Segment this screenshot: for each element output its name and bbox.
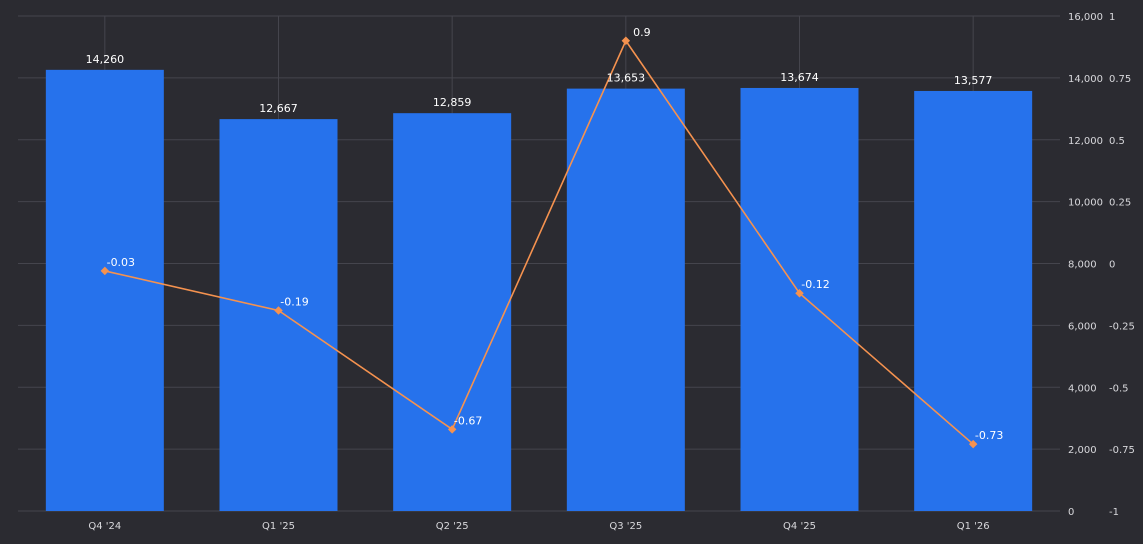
line-value-label: -0.73 [975, 429, 1003, 442]
data-labels: 14,260 12,667 12,859 13,653 13,674 13,577 -0.0… [86, 26, 1004, 442]
grid [18, 15, 1060, 512]
x-tick-label: Q4 '24 [88, 521, 121, 532]
y-left-tick-label: 2,000 [1068, 445, 1097, 456]
y-right-tick-label: 0.25 [1109, 198, 1131, 209]
line-value-label: -0.19 [280, 296, 308, 309]
y-left-tick-label: 16,000 [1068, 12, 1103, 23]
x-tick-label: Q4 '25 [783, 521, 816, 532]
y-right-tick-label: -0.5 [1109, 383, 1129, 394]
y-left-tick-label: 10,000 [1068, 198, 1103, 209]
bar [740, 87, 859, 511]
y-left-tick-label: 14,000 [1068, 74, 1103, 85]
y-right-tick-label: 1 [1109, 12, 1115, 23]
line-point [100, 266, 110, 276]
y-right-tick-label: -0.75 [1109, 445, 1135, 456]
bar-series [45, 69, 1033, 512]
line-value-label: -0.12 [801, 278, 829, 291]
bar-value-label: 13,577 [954, 74, 993, 87]
x-tick-label: Q2 '25 [436, 521, 469, 532]
bar [566, 88, 685, 511]
y-left-tick-label: 6,000 [1068, 321, 1097, 332]
y-left-tick-label: 12,000 [1068, 136, 1103, 147]
y-right-tick-label: -1 [1109, 507, 1119, 518]
bar-value-label: 12,859 [433, 96, 472, 109]
bar-value-label: 13,653 [607, 72, 646, 85]
bar-value-label: 13,674 [780, 71, 819, 84]
y-right-tick-label: 0.75 [1109, 74, 1131, 85]
x-tick-label: Q1 '26 [957, 521, 990, 532]
y-right-tick-label: 0 [1109, 260, 1115, 271]
y-right-tick-label: 0.5 [1109, 136, 1125, 147]
line-point [274, 306, 283, 315]
y-left-tick-label: 4,000 [1068, 383, 1097, 394]
line-point [968, 439, 978, 449]
bar-value-label: 14,260 [86, 53, 125, 66]
axes: Q4 '24 Q1 '25 Q2 '25 Q3 '25 Q4 '25 Q1 '26 0 2,0… [88, 12, 1134, 532]
x-tick-label: Q1 '25 [262, 521, 295, 532]
line-value-label: -0.03 [107, 256, 135, 269]
line-series [100, 36, 978, 449]
line-point [795, 288, 804, 298]
y-left-tick-label: 8,000 [1068, 260, 1097, 271]
y-right-tick-label: -0.25 [1109, 321, 1135, 332]
bar-value-label: 12,667 [259, 102, 298, 115]
bar [219, 119, 338, 511]
line-point [447, 425, 457, 434]
x-tick-label: Q3 '25 [609, 521, 642, 532]
bar [393, 113, 512, 512]
y-left-tick-label: 0 [1068, 507, 1074, 518]
line-value-label: -0.67 [454, 414, 482, 427]
line-value-label: 0.9 [633, 26, 651, 39]
bar [45, 69, 164, 512]
line-path [104, 39, 974, 445]
